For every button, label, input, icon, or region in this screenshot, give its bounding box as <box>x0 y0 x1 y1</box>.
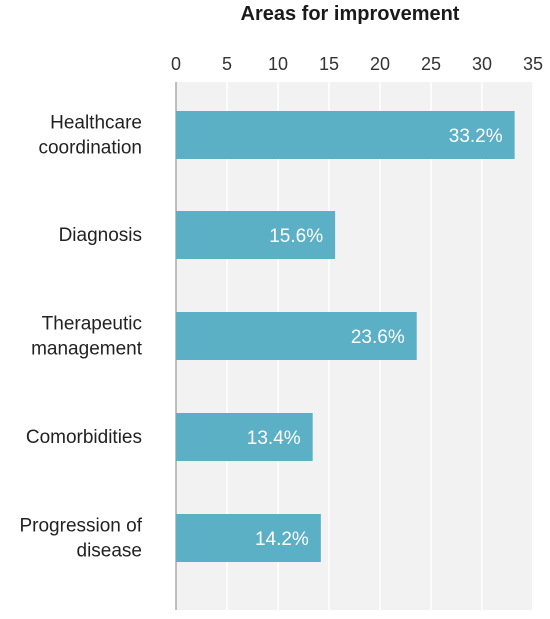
bar <box>176 413 313 461</box>
category-label: coordination <box>38 138 142 159</box>
category-label: management <box>31 339 143 360</box>
data-label: 15.6% <box>269 226 323 247</box>
bar <box>176 514 321 562</box>
data-label: 33.2% <box>449 126 503 147</box>
bar <box>176 312 417 360</box>
chart-title: Areas for improvement <box>241 3 460 25</box>
data-label: 14.2% <box>255 529 309 550</box>
bar <box>176 111 515 159</box>
data-label: 23.6% <box>351 327 405 348</box>
category-label: Healthcare <box>50 113 142 134</box>
category-label: Diagnosis <box>59 225 142 246</box>
x-tick-label: 0 <box>171 54 181 74</box>
category-label: Comorbidities <box>26 427 142 448</box>
x-tick-label: 30 <box>472 54 492 74</box>
category-label: Therapeutic <box>42 314 142 335</box>
category-label: disease <box>77 541 143 562</box>
x-tick-label: 35 <box>523 54 543 74</box>
x-tick-label: 25 <box>421 54 441 74</box>
data-label: 13.4% <box>247 428 301 449</box>
x-tick-label: 5 <box>222 54 232 74</box>
x-tick-label: 20 <box>370 54 390 74</box>
x-tick-label: 15 <box>319 54 339 74</box>
x-tick-label: 10 <box>268 54 288 74</box>
category-label: Progression of <box>19 516 142 537</box>
bar <box>176 211 336 259</box>
